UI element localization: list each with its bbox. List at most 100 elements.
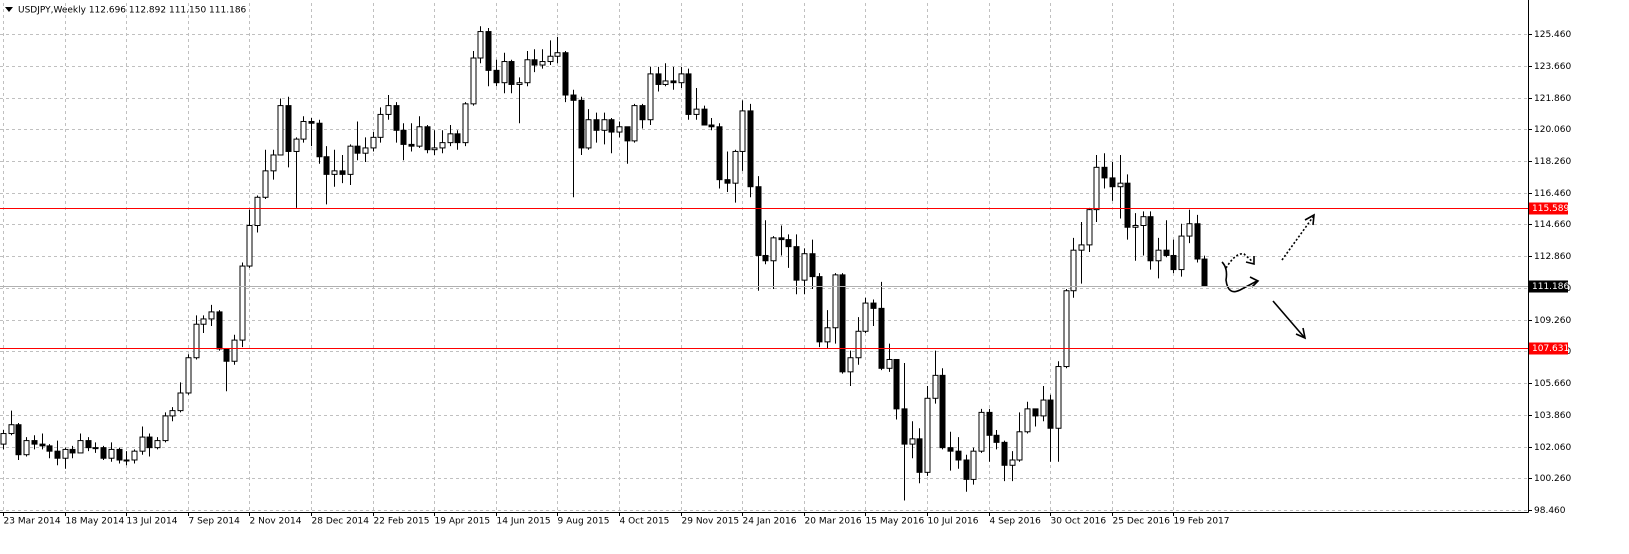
candle-body [1063,290,1070,368]
candle-body [816,276,823,343]
candle-body [747,110,754,188]
candle-body [8,424,15,435]
candle-body [239,265,246,341]
x-tick-label: 30 Oct 2016 [1051,517,1107,527]
candle-body [724,179,731,184]
candle-body [770,237,777,262]
candle-body [924,397,931,473]
candle-body [1086,209,1093,246]
level-label: 111.186 [1532,282,1569,292]
candle-body [46,445,53,452]
curved-arrow [1221,261,1258,293]
candle-body [539,61,546,66]
y-tick-label: 123.660 [1534,62,1571,72]
candle-body [670,80,677,84]
chart-title: USDJPY,Weekly 112.696 112.892 111.150 11… [18,6,247,16]
candle-body [655,73,662,85]
candle-body [570,94,577,101]
candle-body [285,105,292,152]
candle-body [1194,223,1201,260]
candle-body [416,126,423,147]
candle-body [208,311,215,320]
candle-body [493,69,500,84]
analysis-arrows [1221,213,1315,340]
candle-body [385,105,392,115]
candle-body [809,253,816,278]
candle-body [978,411,985,452]
candle-body [231,339,238,362]
y-tick-label: 109.260 [1534,316,1571,326]
candle-body [393,105,400,131]
symbol-menu[interactable] [5,7,13,12]
candle-body [862,302,869,332]
candle-body [870,302,877,309]
candle-body [1001,441,1008,466]
candle-body [377,113,384,138]
candle-body [762,254,769,262]
y-tick-label: 103.860 [1534,411,1571,421]
candle-body [77,440,84,454]
x-tick-label: 10 Jul 2016 [928,517,979,527]
x-tick-label: 25 Dec 2016 [1113,517,1171,527]
candle-body [639,105,646,121]
candle-body [477,31,484,59]
dotted-arrow [1281,216,1314,261]
candle-body [331,170,338,175]
candle-body [531,59,538,66]
y-tick-label: 116.460 [1534,189,1571,199]
candle-body [139,436,146,452]
candle-body [1124,182,1131,228]
candle-body [801,253,808,281]
level-label-box [1529,280,1568,293]
x-tick-label: 13 Jul 2014 [127,517,178,527]
candle-body [254,196,261,227]
candle-body [1201,258,1208,287]
x-tick-label: 14 Jun 2015 [497,517,551,527]
candle-body [608,119,615,133]
y-tick-label: 121.860 [1534,94,1571,104]
candle-body [678,73,685,84]
candle-body [739,110,746,152]
candle-body [108,448,115,459]
candles [0,26,1208,501]
level-label-box [1529,202,1568,215]
candle-body [554,52,561,57]
y-tick-label: 98.460 [1534,506,1566,516]
candle-body [647,73,654,121]
candle-body [185,357,192,394]
candle-body [54,450,61,459]
candle-body [585,119,592,149]
candle-body [347,145,354,175]
candle-body [993,434,1000,443]
candle-body [708,124,715,128]
candle-body [593,119,600,131]
candle-body [970,450,977,480]
candle-body [901,408,908,445]
x-tick-label: 15 May 2016 [866,517,925,527]
candle-body [986,411,993,436]
candle-body [300,120,307,140]
candle-body [601,119,608,131]
candle-body [624,126,631,142]
candle-body [1155,249,1162,262]
candle-body [454,133,461,144]
x-tick-label: 28 Dec 2014 [312,517,370,527]
candle-body [216,311,223,350]
candle-body [131,450,138,461]
candle-body [832,274,839,329]
candle-body [1140,216,1147,227]
candle-body [339,170,346,175]
candle-body [1055,366,1062,429]
y-tick-label: 120.060 [1534,125,1571,135]
candle-body [0,433,7,445]
candle-body [270,154,277,172]
candle-body [370,136,377,149]
candle-body [1047,399,1054,429]
candle-body [293,138,300,152]
candle-body [439,142,446,149]
y-tick-label: 114.660 [1534,220,1571,230]
candle-body [193,323,200,359]
candle-body [893,358,900,410]
y-tick-label: 112.860 [1534,252,1571,262]
arrow-head [1304,213,1315,226]
